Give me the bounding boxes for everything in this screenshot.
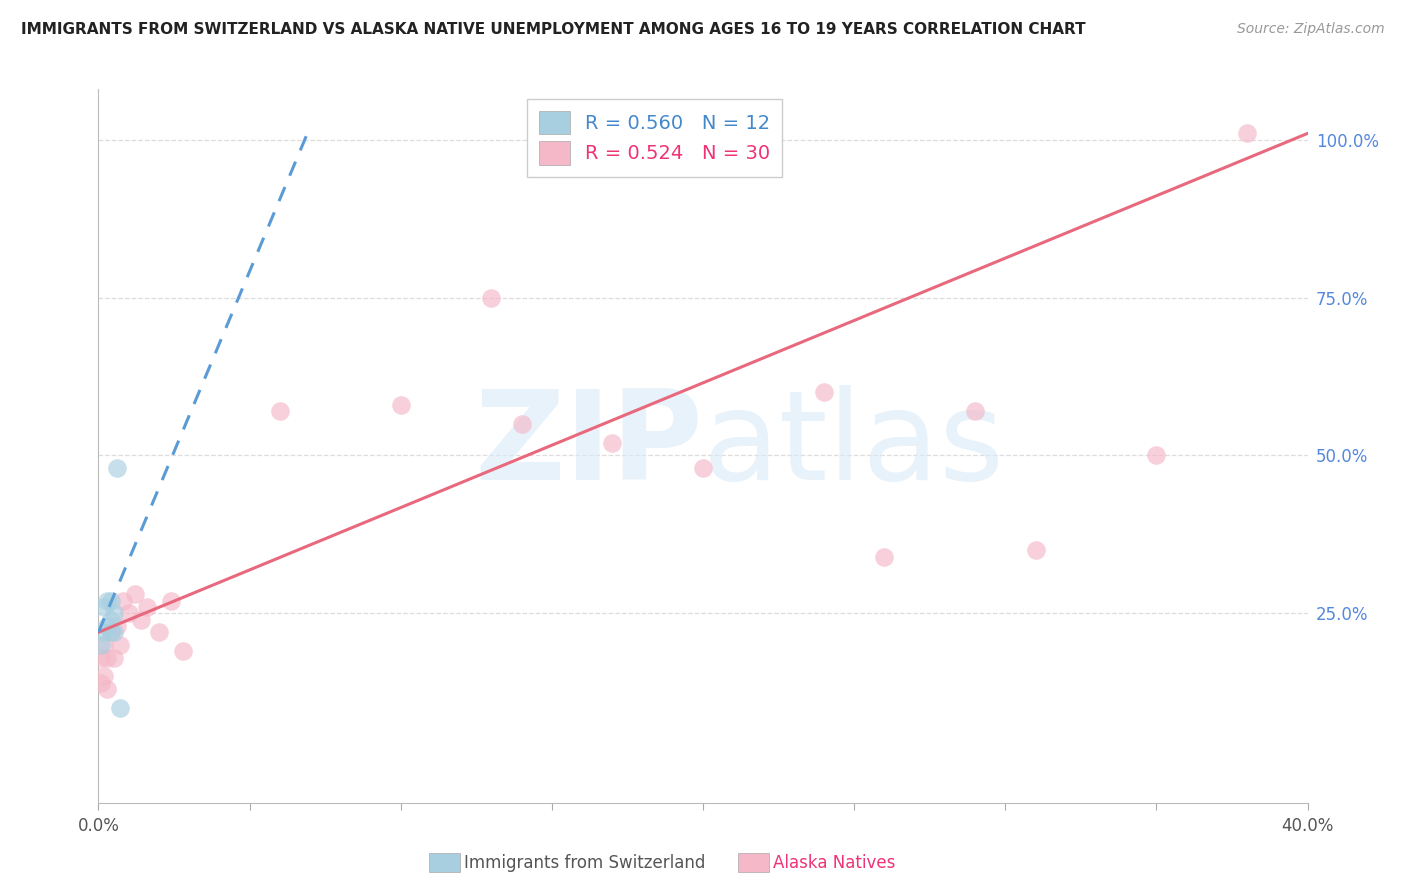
Point (96, 593, 118, 607)
Point (96, 619, 118, 633)
Text: Immigrants from Switzerland: Immigrants from Switzerland (464, 854, 706, 871)
Point (135, 600, 157, 615)
Point (389, 398, 412, 412)
Point (692, 461, 714, 475)
Point (93, 600, 115, 615)
Point (1024, 543, 1046, 558)
Point (93, 625, 115, 640)
Point (90, 638, 112, 652)
Point (103, 625, 125, 640)
Point (172, 644, 194, 658)
Point (108, 701, 131, 715)
Point (1236, 127, 1258, 141)
Point (96, 682, 118, 697)
Point (100, 593, 122, 607)
Point (90, 675, 112, 690)
Point (93, 669, 115, 683)
Point (108, 638, 131, 652)
Point (105, 619, 128, 633)
Point (100, 625, 122, 640)
Point (602, 435, 624, 450)
Point (510, 417, 533, 431)
Point (111, 593, 134, 607)
Point (103, 650, 125, 665)
Point (129, 613, 152, 627)
Point (100, 625, 122, 640)
Text: Source: ZipAtlas.com: Source: ZipAtlas.com (1237, 22, 1385, 37)
Point (1144, 449, 1167, 463)
Point (100, 613, 122, 627)
Point (813, 385, 835, 400)
Text: atlas: atlas (703, 385, 1005, 507)
Point (105, 461, 128, 475)
Point (124, 587, 146, 601)
Point (90, 650, 112, 665)
Point (93, 638, 115, 652)
Text: ZIP: ZIP (474, 385, 703, 507)
Text: Alaska Natives: Alaska Natives (773, 854, 896, 871)
Point (873, 549, 896, 564)
Point (269, 404, 291, 418)
Text: IMMIGRANTS FROM SWITZERLAND VS ALASKA NATIVE UNEMPLOYMENT AMONG AGES 16 TO 19 YE: IMMIGRANTS FROM SWITZERLAND VS ALASKA NA… (21, 22, 1085, 37)
Legend: R = 0.560   N = 12, R = 0.524   N = 30: R = 0.560 N = 12, R = 0.524 N = 30 (527, 99, 782, 177)
Point (118, 607, 141, 621)
Point (965, 404, 987, 418)
Point (148, 625, 170, 640)
Point (481, 291, 503, 305)
Point (96, 650, 118, 665)
Point (160, 593, 183, 607)
Point (103, 607, 125, 621)
